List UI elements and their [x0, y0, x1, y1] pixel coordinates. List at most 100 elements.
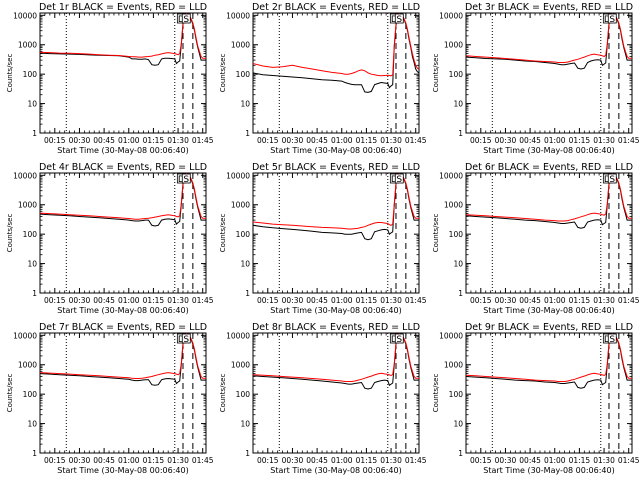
marker-label-s: S — [183, 335, 189, 345]
x-tick-label: 01:45 — [192, 456, 214, 465]
y-tick-label: 10 — [27, 420, 37, 429]
y-tick-label: 10000 — [13, 331, 37, 340]
chart-title: Det 2r BLACK = Events, RED = LLD — [252, 2, 420, 13]
y-tick-label: 1 — [458, 289, 463, 298]
chart-panel-9: Det 9r BLACK = Events, RED = LLD 1 10 100 10… — [432, 322, 640, 475]
marker-label-d: D — [391, 175, 398, 185]
y-tick-label: 1000 — [231, 41, 250, 50]
x-tick-label: 00:30 — [495, 296, 517, 305]
marker-label-d: D — [178, 15, 185, 25]
x-tick-label: 01:00 — [331, 136, 353, 145]
y-axis-label: Counts/sec — [432, 54, 440, 93]
marker-label-s: S — [183, 15, 189, 25]
x-tick-label: 01:45 — [405, 136, 427, 145]
marker-label-s: S — [396, 335, 402, 345]
x-tick-label: 00:45 — [519, 136, 541, 145]
chart-panel-6: Det 6r BLACK = Events, RED = LLD 1 10 100 10… — [432, 162, 640, 315]
plot-frame — [252, 172, 420, 294]
y-tick-label: 1000 — [444, 201, 463, 210]
x-tick-label: 01:15 — [356, 136, 378, 145]
x-tick-label: 00:15 — [257, 296, 279, 305]
x-tick-label: 01:30 — [593, 296, 615, 305]
marker-box-s — [394, 333, 404, 344]
y-tick-label: 100 — [236, 230, 251, 239]
y-tick-label: 1 — [458, 449, 463, 458]
plot-frame — [252, 332, 420, 454]
x-tick-label: 01:30 — [167, 296, 189, 305]
marker-label-d: D — [391, 15, 398, 25]
y-axis-label: Counts/sec — [6, 214, 14, 253]
chart-title: Det 5r BLACK = Events, RED = LLD — [252, 162, 420, 173]
x-tick-label: 01:15 — [143, 456, 165, 465]
series-line-lld — [253, 333, 419, 382]
marker-label-s: S — [609, 335, 615, 345]
marker-label-d: D — [604, 335, 611, 345]
x-tick-label: 00:45 — [93, 296, 115, 305]
x-axis-label: Start Time (30-May-08 00:06:40) — [483, 146, 614, 155]
y-axis-label: Counts/sec — [219, 54, 227, 93]
x-tick-label: 01:00 — [544, 456, 566, 465]
y-tick-label: 10 — [240, 100, 250, 109]
chart-title: Det 9r BLACK = Events, RED = LLD — [465, 322, 633, 333]
marker-box-s — [394, 13, 404, 24]
marker-label-d: D — [178, 175, 185, 185]
y-tick-label: 1000 — [444, 41, 463, 50]
plot-frame — [39, 12, 207, 134]
x-tick-label: 01:45 — [192, 136, 214, 145]
x-tick-label: 00:45 — [519, 296, 541, 305]
marker-label-d: D — [391, 335, 398, 345]
x-tick-label: 00:15 — [470, 296, 492, 305]
x-tick-label: 01:30 — [380, 296, 402, 305]
x-tick-label: 01:30 — [593, 456, 615, 465]
y-tick-label: 1000 — [18, 201, 37, 210]
marker-label-s: S — [183, 175, 189, 185]
x-tick-label: 01:15 — [356, 296, 378, 305]
x-tick-label: 01:45 — [618, 296, 640, 305]
marker-label-s: S — [396, 175, 402, 185]
chart-panel-1: Det 1r BLACK = Events, RED = LLD 1 10 100 10… — [6, 2, 214, 155]
x-tick-label: 00:15 — [470, 136, 492, 145]
x-tick-label: 00:15 — [44, 136, 66, 145]
marker-box-s — [181, 13, 191, 24]
y-tick-label: 100 — [236, 390, 251, 399]
y-tick-label: 10000 — [439, 331, 463, 340]
x-tick-label: 00:30 — [495, 456, 517, 465]
x-tick-label: 00:15 — [44, 296, 66, 305]
x-axis-label: Start Time (30-May-08 00:06:40) — [57, 306, 188, 315]
y-axis-label: Counts/sec — [219, 214, 227, 253]
y-axis-label: Counts/sec — [6, 374, 14, 413]
series-line-lld — [253, 173, 419, 230]
marker-label-s: S — [609, 175, 615, 185]
y-tick-label: 1000 — [444, 361, 463, 370]
y-tick-label: 10000 — [13, 171, 37, 180]
x-tick-label: 00:30 — [282, 456, 304, 465]
chart-title: Det 7r BLACK = Events, RED = LLD — [39, 322, 207, 333]
x-tick-label: 01:00 — [544, 296, 566, 305]
marker-label-s: S — [609, 15, 615, 25]
marker-label-d: D — [178, 335, 185, 345]
x-tick-label: 01:00 — [331, 296, 353, 305]
chart-panel-4: Det 4r BLACK = Events, RED = LLD 1 10 100 10… — [6, 162, 214, 315]
marker-box-s — [607, 173, 617, 184]
chart-panel-8: Det 8r BLACK = Events, RED = LLD 1 10 100 10… — [219, 322, 427, 475]
chart-panel-2: Det 2r BLACK = Events, RED = LLD 1 10 100 10… — [219, 2, 427, 155]
x-tick-label: 00:45 — [519, 456, 541, 465]
x-axis-label: Start Time (30-May-08 00:06:40) — [483, 466, 614, 475]
x-tick-label: 01:15 — [569, 456, 591, 465]
x-tick-label: 01:30 — [167, 456, 189, 465]
x-axis-label: Start Time (30-May-08 00:06:40) — [270, 466, 401, 475]
plot-frame — [465, 332, 633, 454]
y-axis-label: Counts/sec — [432, 374, 440, 413]
y-tick-label: 1 — [245, 289, 250, 298]
marker-box-s — [394, 173, 404, 184]
x-tick-label: 00:45 — [306, 456, 328, 465]
x-tick-label: 01:15 — [569, 136, 591, 145]
x-tick-label: 01:00 — [331, 456, 353, 465]
x-tick-label: 01:45 — [405, 456, 427, 465]
y-tick-label: 10000 — [439, 171, 463, 180]
x-tick-label: 00:15 — [44, 456, 66, 465]
y-tick-label: 10 — [453, 260, 463, 269]
y-tick-label: 10 — [27, 260, 37, 269]
y-tick-label: 100 — [449, 230, 464, 239]
